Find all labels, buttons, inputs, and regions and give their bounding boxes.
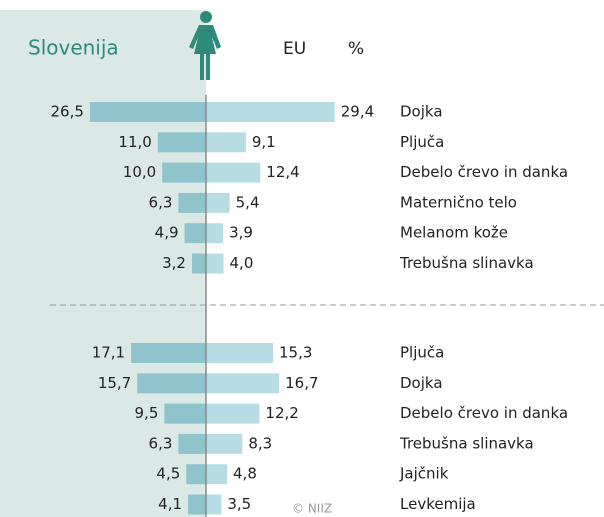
value-label: 9,5 xyxy=(135,404,159,422)
bar xyxy=(131,343,206,363)
value-label: 3,9 xyxy=(229,224,253,242)
unit-label: % xyxy=(348,39,364,59)
value-label: 16,7 xyxy=(285,374,318,392)
value-label: 12,4 xyxy=(266,163,299,181)
bar xyxy=(137,373,206,394)
category-label: Maternično telo xyxy=(400,193,517,211)
bar xyxy=(206,433,243,454)
right-header: EU xyxy=(283,39,306,59)
bar xyxy=(206,373,280,394)
category-label: Levkemija xyxy=(400,495,476,513)
bar xyxy=(178,433,206,454)
value-label: 4,8 xyxy=(233,465,257,483)
value-label: 12,2 xyxy=(265,404,298,422)
bar xyxy=(186,464,206,485)
value-label: 4,0 xyxy=(230,254,254,272)
bar xyxy=(206,192,230,213)
bar xyxy=(157,132,206,153)
value-label: 29,4 xyxy=(341,103,374,121)
category-label: Debelo črevo in danka xyxy=(400,404,568,422)
category-label: Jajčnik xyxy=(399,465,449,483)
bar xyxy=(162,162,206,183)
category-label: Pljuča xyxy=(400,133,444,151)
bar xyxy=(89,102,206,122)
value-label: 4,5 xyxy=(156,465,180,483)
bar xyxy=(206,223,224,244)
value-label: 26,5 xyxy=(51,103,84,121)
bar xyxy=(206,494,222,515)
category-label: Pljuča xyxy=(400,344,444,362)
category-label: Debelo črevo in danka xyxy=(400,163,568,181)
bar xyxy=(188,494,206,515)
bar xyxy=(184,223,206,244)
left-header: Slovenija xyxy=(28,36,119,60)
value-label: 17,1 xyxy=(92,344,125,362)
value-label: 6,3 xyxy=(149,434,173,452)
bar xyxy=(206,343,274,363)
category-label: Trebušna slinavka xyxy=(399,254,534,272)
bar xyxy=(191,253,206,274)
value-label: 3,5 xyxy=(227,495,251,513)
category-label: Trebušna slinavka xyxy=(399,434,534,452)
category-label: Dojka xyxy=(400,103,443,121)
category-label: Dojka xyxy=(400,374,443,392)
value-label: 6,3 xyxy=(149,193,173,211)
value-label: 5,4 xyxy=(236,193,260,211)
bar xyxy=(178,192,206,213)
credit: © NIIZ xyxy=(292,502,332,516)
value-label: 15,7 xyxy=(98,374,131,392)
bar xyxy=(206,403,260,424)
value-label: 4,9 xyxy=(155,224,179,242)
category-label: Melanom kože xyxy=(400,224,508,242)
value-label: 3,2 xyxy=(162,254,186,272)
bar xyxy=(206,464,228,485)
bar xyxy=(164,403,206,424)
value-label: 11,0 xyxy=(118,133,151,151)
bar xyxy=(206,102,335,122)
value-label: 9,1 xyxy=(252,133,276,151)
value-label: 10,0 xyxy=(123,163,156,181)
bar xyxy=(206,162,261,183)
left-panel xyxy=(0,10,206,517)
value-label: 4,1 xyxy=(158,495,182,513)
value-label: 8,3 xyxy=(248,434,272,452)
value-label: 15,3 xyxy=(279,344,312,362)
woman-icon xyxy=(189,11,221,80)
bar xyxy=(206,132,246,153)
bar xyxy=(206,253,224,274)
